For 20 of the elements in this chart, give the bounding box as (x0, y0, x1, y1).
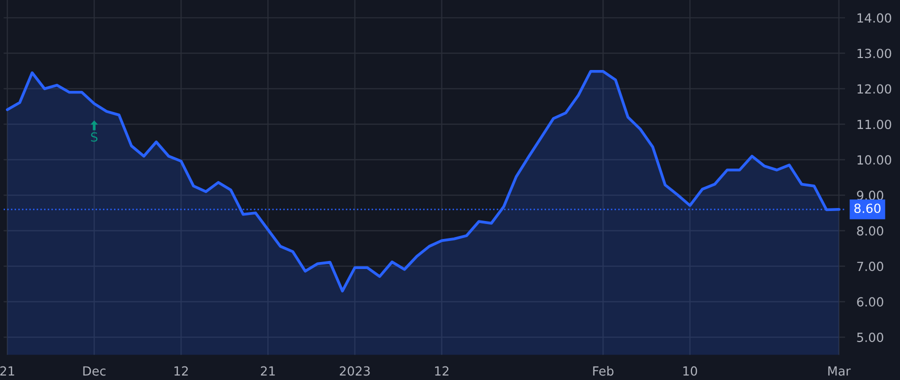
x-tick-label: 12 (174, 366, 188, 376)
x-tick-label: Feb (593, 366, 614, 376)
y-tick-label: 8.00 (857, 226, 884, 236)
x-tick-label: 10 (683, 366, 698, 376)
y-tick-label: 12.00 (858, 84, 892, 94)
x-tick-label: 2023 (340, 366, 370, 376)
x-tick-label: Mar (828, 366, 851, 376)
x-tick-label: 12 (435, 366, 448, 376)
x-tick-label: 21 (260, 366, 275, 376)
annotation: S (91, 132, 98, 142)
y-tick-label: 13.00 (858, 48, 892, 58)
x-tick-label: 21 (0, 366, 14, 376)
x-tick-label: Dec (83, 366, 106, 376)
ref-line-label: 8.60 (854, 204, 881, 214)
y-tick-label: 11.00 (858, 120, 892, 130)
y-tick-label: 10.00 (858, 155, 892, 165)
y-tick-label: 14.00 (858, 13, 892, 23)
y-tick-label: 7.00 (857, 262, 884, 272)
y-tick-label: 6.00 (857, 297, 884, 307)
y-tick-label: 5.00 (857, 332, 884, 342)
